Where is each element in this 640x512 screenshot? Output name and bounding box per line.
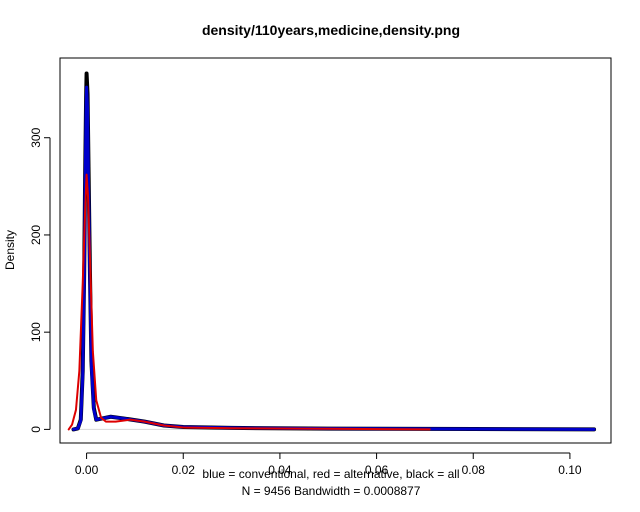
y-axis-label: Density	[3, 230, 17, 270]
x-tick-label: 0.10	[558, 463, 582, 477]
x-tick-label: 0.06	[365, 463, 389, 477]
x-axis: 0.00 0.02 0.04 0.06 0.08 0.10	[75, 452, 582, 477]
series-layer	[67, 71, 597, 432]
y-tick-label: 300	[29, 127, 43, 147]
sub-label: N = 9456 Bandwidth = 0.0008877	[242, 484, 421, 498]
y-tick-label: 0	[29, 426, 43, 433]
chart-title: density/110years,medicine,density.png	[202, 22, 460, 38]
x-tick-label: 0.00	[75, 463, 99, 477]
x-tick-label: 0.02	[172, 463, 196, 477]
x-tick-label: 0.04	[268, 463, 292, 477]
x-axis-label: blue = conventional, red = alternative, …	[202, 467, 459, 481]
density-line	[67, 173, 431, 431]
y-axis: 0 100 200 300	[29, 127, 51, 433]
density-line	[71, 71, 597, 432]
density-line	[72, 85, 596, 431]
y-tick-label: 200	[29, 225, 43, 245]
y-tick-label: 100	[29, 322, 43, 342]
x-tick-label: 0.08	[462, 463, 486, 477]
plot-frame	[59, 57, 612, 444]
